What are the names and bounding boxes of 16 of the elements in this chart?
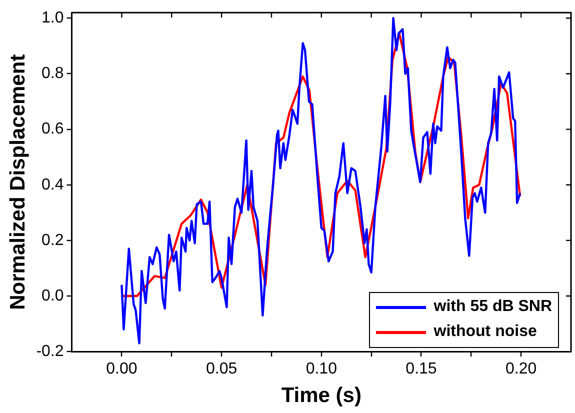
y-tick-label: 0.8 [42, 65, 64, 82]
y-tick-label: 0.4 [42, 176, 64, 194]
y-tick-label: -0.2 [36, 343, 64, 360]
legend-label: without noise [434, 323, 537, 342]
x-tick-label: 0.00 [106, 360, 138, 378]
y-tick-label: 1.0 [42, 10, 64, 27]
legend-label: with 55 dB SNR [434, 298, 552, 316]
x-tick-label: 0.05 [206, 360, 238, 378]
x-tick-label: 0.10 [306, 360, 338, 378]
x-tick-label: 0.20 [506, 360, 537, 378]
x-tick-label: 0.15 [406, 360, 437, 378]
y-tick-label: 0.0 [42, 287, 64, 304]
x-axis-title: Time (s) [281, 384, 362, 408]
y-tick-label: 0.6 [42, 120, 64, 138]
y-axis-title: Normalized Displacement [6, 54, 30, 310]
y-tick-label: 0.2 [42, 232, 64, 249]
